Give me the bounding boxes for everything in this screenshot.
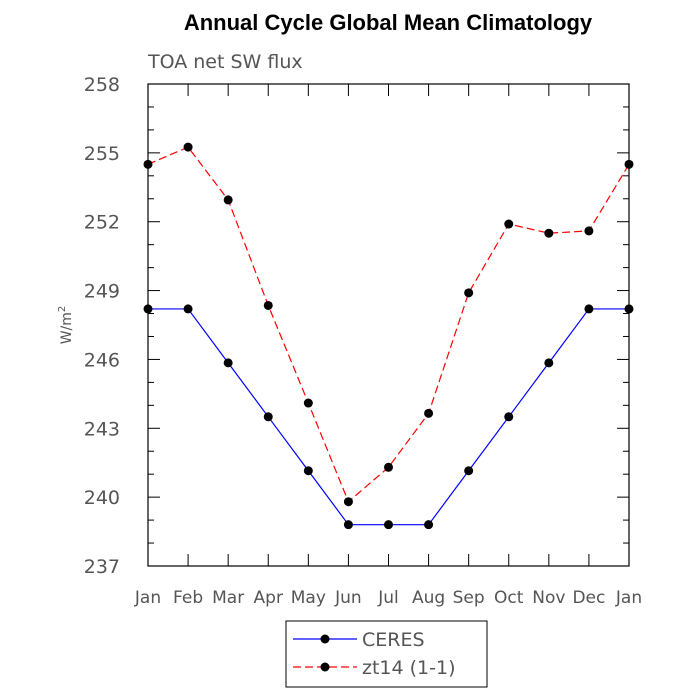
x-tick-label: Sep xyxy=(453,588,485,608)
data-point xyxy=(303,466,313,476)
legend-label: zt14 (1-1) xyxy=(362,657,456,679)
x-tick-label: Feb xyxy=(173,588,203,608)
legend: CERES zt14 (1-1) xyxy=(285,620,488,688)
series-zt14 xyxy=(143,142,634,507)
y-tick-label: 249 xyxy=(84,281,120,303)
series-layer xyxy=(143,142,634,530)
data-point xyxy=(584,304,594,314)
data-point xyxy=(504,219,514,229)
x-tick-label: Mar xyxy=(212,588,244,608)
data-point xyxy=(384,462,393,472)
data-point xyxy=(624,159,634,169)
series-ceres xyxy=(143,304,634,530)
data-point xyxy=(624,304,634,314)
x-tick-label: Apr xyxy=(254,588,283,608)
data-point xyxy=(504,412,514,422)
data-point xyxy=(223,358,233,368)
chart-subtitle: TOA net SW flux xyxy=(147,51,303,73)
y-tick-label: 252 xyxy=(84,212,120,234)
y-tick-label: 246 xyxy=(84,349,120,371)
x-tick-label: May xyxy=(291,588,326,608)
legend-label: CERES xyxy=(362,629,425,651)
legend-marker xyxy=(320,634,330,644)
data-point xyxy=(223,195,233,205)
data-point xyxy=(143,159,153,169)
x-tick-label: Oct xyxy=(494,588,524,608)
data-point xyxy=(183,142,193,152)
y-axis-label: W/m2 xyxy=(57,306,75,345)
data-point xyxy=(183,304,193,314)
data-point xyxy=(584,226,594,236)
x-tick-label: Jan xyxy=(615,588,642,608)
x-tick-label: Nov xyxy=(532,588,565,608)
series-line xyxy=(147,146,630,503)
x-tick-label: Dec xyxy=(572,588,605,608)
data-point xyxy=(424,520,434,530)
y-axis: 237 240 243 246 249 252 255 258 xyxy=(84,74,629,578)
data-point xyxy=(464,466,474,476)
y-tick-label: 240 xyxy=(84,487,120,509)
y-axis-label-sup: 2 xyxy=(57,306,68,312)
data-point xyxy=(343,520,353,530)
legend-box xyxy=(285,620,488,688)
x-tick-label: Jan xyxy=(134,588,161,608)
x-tick-label: Jun xyxy=(334,588,362,608)
plot-frame xyxy=(147,83,630,567)
x-axis: Jan Feb Mar Apr May Jun Jul Aug Sep Oct Nov Dec Jan xyxy=(134,84,642,608)
y-tick-label: 255 xyxy=(84,143,120,165)
data-point xyxy=(263,300,273,310)
data-point xyxy=(143,304,153,314)
data-point xyxy=(303,398,313,408)
data-point xyxy=(384,520,393,530)
legend-marker xyxy=(320,662,330,672)
series-line xyxy=(148,308,629,526)
data-point xyxy=(263,412,273,422)
y-tick-label: 258 xyxy=(84,74,120,96)
data-point xyxy=(424,408,434,418)
data-point xyxy=(464,288,474,298)
x-tick-label: Jul xyxy=(377,588,399,608)
chart-title: Annual Cycle Global Mean Climatology xyxy=(184,10,593,35)
data-point xyxy=(544,228,554,238)
data-point xyxy=(343,497,353,507)
x-tick-label: Aug xyxy=(412,588,445,608)
y-tick-label: 243 xyxy=(84,418,120,440)
y-axis-label-base: W/m xyxy=(59,312,75,344)
data-point xyxy=(544,358,554,368)
y-tick-label: 237 xyxy=(84,556,120,578)
